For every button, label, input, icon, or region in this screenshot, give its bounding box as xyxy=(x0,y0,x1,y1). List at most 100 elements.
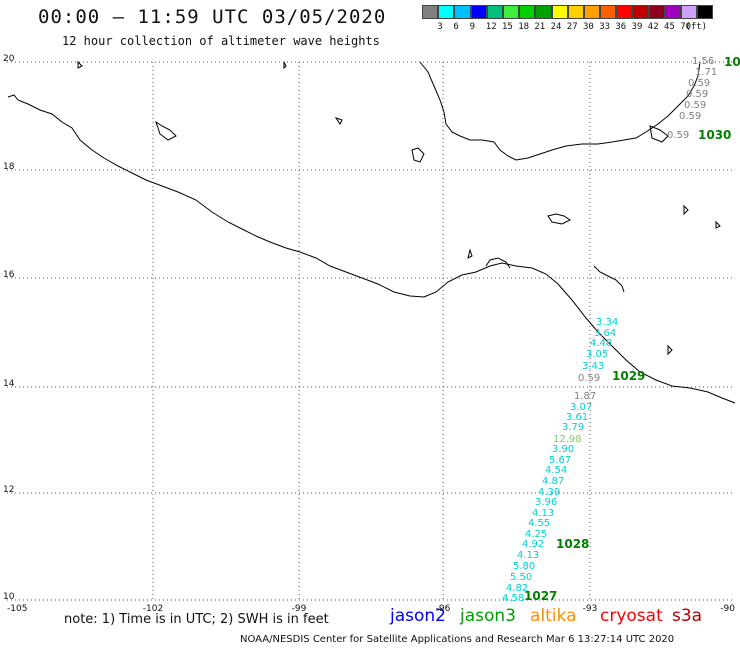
wave-height-value: 4.92 xyxy=(522,539,544,550)
wave-height-value: 3.96 xyxy=(535,497,557,508)
wave-height-value: 3.43 xyxy=(582,361,604,372)
legend-swatch xyxy=(600,5,617,19)
wave-height-value: 1.56 xyxy=(692,56,714,67)
legend-tick-label: 12 xyxy=(485,22,497,32)
wave-height-value: 0.59 xyxy=(578,373,600,384)
legend-swatch xyxy=(551,5,568,19)
legend-swatch xyxy=(648,5,665,19)
coastline-segment xyxy=(334,117,343,125)
legend-swatch xyxy=(535,5,552,19)
coastline-segment xyxy=(155,120,177,141)
legend-swatch xyxy=(632,5,649,19)
legend-tick-label: 24 xyxy=(550,22,562,32)
legend-swatch xyxy=(502,5,520,19)
wave-height-legend xyxy=(422,5,714,19)
wave-height-value: 4.55 xyxy=(528,518,550,529)
page-subtitle: 12 hour collection of altimeter wave hei… xyxy=(62,34,380,48)
legend-swatch xyxy=(422,5,439,19)
wave-height-value: 4.25 xyxy=(525,529,547,540)
latitude-label: 16 xyxy=(3,270,15,280)
latitude-label: 12 xyxy=(3,485,14,495)
wave-height-value: 3.34 xyxy=(596,317,618,328)
wave-height-value: 3.64 xyxy=(594,328,616,339)
pass-number-label: 1029 xyxy=(612,369,645,383)
longitude-label: -93 xyxy=(583,604,598,614)
legend-swatch xyxy=(681,5,698,19)
coastline-segment xyxy=(419,61,701,161)
latitude-label: 18 xyxy=(3,162,15,172)
legend-tick-label: 3 xyxy=(437,22,443,32)
pass-labels: 10 1030 1029 1028 1027 xyxy=(524,55,740,603)
wave-height-value: 0.59 xyxy=(667,130,689,141)
longitude-label: -105 xyxy=(7,604,27,614)
longitude-label: -96 xyxy=(436,604,451,614)
coastline-segment xyxy=(649,125,669,143)
legend-tick-label: 9 xyxy=(469,22,476,32)
legend-tick-label: 21 xyxy=(534,22,546,32)
wave-height-value: 3.61 xyxy=(566,412,588,423)
wave-height-value: 4.87 xyxy=(542,476,564,487)
legend-tick-label: 45 xyxy=(664,22,675,32)
coastline-segment xyxy=(667,344,673,356)
wave-height-value: 5.80 xyxy=(513,561,535,572)
satellite-label: jason2 xyxy=(390,606,446,626)
coastline-segment xyxy=(467,248,473,259)
legend-swatch xyxy=(697,5,714,19)
legend-tick-label: 27 xyxy=(566,22,578,32)
legend-tick-label: 33 xyxy=(599,22,611,32)
graticule xyxy=(7,61,735,601)
wave-height-value: 0.59 xyxy=(684,100,706,111)
wave-height-value: 4.39 xyxy=(538,487,560,498)
legend-swatch xyxy=(664,5,681,19)
legend-tick-label: 18 xyxy=(518,22,530,32)
satellite-label: s3a xyxy=(672,606,703,626)
coastline-segment xyxy=(593,265,625,293)
legend-tick-label: 42 xyxy=(647,22,659,32)
legend-swatch xyxy=(583,5,601,19)
satellite-label: jason3 xyxy=(460,606,516,626)
legend-tick-label: 15 xyxy=(502,22,513,32)
coastline xyxy=(7,60,736,404)
wave-height-value: 12.98 xyxy=(553,434,582,445)
satellite-label: altika xyxy=(530,606,577,626)
footer-credit: NOAA/NESDIS Center for Satellite Applica… xyxy=(240,634,675,645)
wave-height-legend-labels: 3 6 9 12 15 18 21 24 27 30 33 36 39 42 45 70 (ft) xyxy=(422,22,740,34)
wave-height-value: 1.87 xyxy=(574,391,596,402)
coastline-segment xyxy=(485,257,511,269)
legend-swatch xyxy=(519,5,536,19)
legend-tick-label: 39 xyxy=(631,22,643,32)
legend-swatch xyxy=(567,5,584,19)
wave-height-value: 4.58 xyxy=(502,593,524,604)
legend-swatch xyxy=(438,5,455,19)
wave-height-value: 5.50 xyxy=(510,572,532,583)
pass-number-label: 1028 xyxy=(556,537,589,551)
wave-height-value: 1.71 xyxy=(695,67,717,78)
legend-swatch xyxy=(486,5,503,19)
legend-tick-label: 6 xyxy=(453,22,459,32)
legend-swatch xyxy=(470,5,487,19)
wave-height-value: 0.59 xyxy=(686,89,708,100)
coastline-segment xyxy=(547,213,571,225)
wave-height-labels: 1.561.710.590.590.590.590.593.343.644.48… xyxy=(502,56,717,604)
wave-height-value: 0.59 xyxy=(688,78,710,89)
wave-height-value: 5.67 xyxy=(549,455,571,466)
legend-swatch xyxy=(454,5,471,19)
wave-height-value: 3.07 xyxy=(570,402,592,413)
wave-height-value: 4.82 xyxy=(506,583,528,594)
coastline-segment xyxy=(283,61,287,70)
wave-height-value: 4.48 xyxy=(590,338,612,349)
wave-height-value: 4.13 xyxy=(517,550,539,561)
latitude-label: 20 xyxy=(3,54,15,64)
longitude-label: -90 xyxy=(720,604,735,614)
wave-height-value: 3.05 xyxy=(586,349,608,360)
coastline-segment xyxy=(411,147,425,163)
coastline-segment xyxy=(77,60,83,69)
wave-height-value: 3.90 xyxy=(552,444,574,455)
wave-height-value: 0.59 xyxy=(679,111,701,122)
latitude-label: 10 xyxy=(3,592,15,602)
wave-height-value: 3.79 xyxy=(562,422,584,433)
coastline-segment xyxy=(7,94,736,404)
wave-height-value: 4.54 xyxy=(545,465,567,476)
